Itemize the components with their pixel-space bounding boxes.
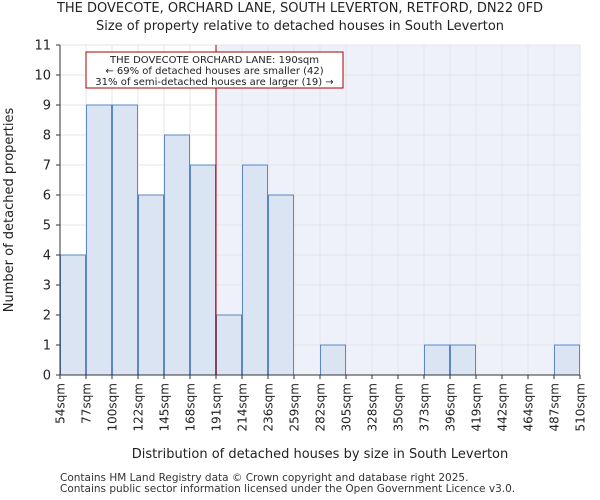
chart-subtitle: Size of property relative to detached ho… (95, 19, 505, 34)
x-tick-label: 373sqm (418, 383, 432, 431)
y-tick-label: 3 (43, 279, 51, 294)
y-tick-label: 1 (43, 339, 51, 354)
y-tick-label: 8 (43, 129, 51, 144)
bar (554, 344, 580, 376)
y-tick-label: 6 (43, 189, 51, 204)
bar (164, 134, 190, 376)
x-tick-label: 350sqm (392, 383, 406, 431)
footer-copyright: Contains HM Land Registry data © Crown c… (60, 472, 469, 484)
x-tick-label: 305sqm (340, 383, 354, 431)
y-tick-label: 2 (43, 309, 51, 324)
x-tick-label: 487sqm (548, 383, 562, 431)
x-tick-label: 259sqm (288, 383, 302, 431)
bar (60, 254, 86, 376)
bar (320, 344, 346, 376)
bar (424, 344, 450, 376)
chart-title: THE DOVECOTE, ORCHARD LANE, SOUTH LEVERT… (56, 1, 544, 16)
y-tick-label: 9 (43, 99, 51, 114)
x-tick-label: 168sqm (184, 383, 198, 431)
x-tick-label: 214sqm (236, 383, 250, 431)
x-tick-label: 191sqm (210, 383, 224, 431)
x-tick-label: 122sqm (132, 383, 146, 431)
x-tick-label: 282sqm (314, 383, 328, 431)
y-tick-label: 4 (43, 249, 51, 264)
x-tick-label: 419sqm (470, 383, 484, 431)
y-axis-label: Number of detached properties (2, 108, 17, 313)
x-tick-label: 442sqm (496, 383, 510, 431)
annotation-line: 31% of semi-detached houses are larger (… (95, 77, 333, 88)
bar (242, 164, 268, 376)
annotation-frame (85, 51, 344, 89)
annotation-line: ← 69% of detached houses are smaller (42… (105, 66, 323, 77)
axes: 0 1 2 3 4 5 6 7 8 9 10 11 54sqm 77sqm 100sqm 122sqm 145s… (34, 39, 587, 432)
x-axis-label: Distribution of detached houses by size … (132, 447, 508, 462)
x-tick-label: 328sqm (366, 383, 380, 431)
y-tick-label: 11 (34, 39, 51, 54)
bar (138, 194, 164, 376)
bar (216, 314, 242, 376)
x-tick-label: 510sqm (574, 383, 588, 431)
bar (112, 104, 138, 376)
annotation-box: THE DOVECOTE ORCHARD LANE: 190sqm← 69% o… (85, 51, 344, 89)
bar (86, 104, 112, 376)
x-tick-label: 145sqm (158, 383, 172, 431)
x-tick-label: 77sqm (80, 383, 94, 424)
annotation-line: THE DOVECOTE ORCHARD LANE: 190sqm (109, 55, 319, 66)
bars (60, 104, 580, 376)
x-tick-label: 464sqm (522, 383, 536, 431)
y-tick-label: 10 (34, 69, 51, 84)
y-tick-label: 5 (43, 219, 51, 234)
y-tick-label: 0 (43, 369, 51, 384)
bar (268, 194, 294, 376)
bar (450, 344, 476, 376)
x-tick-label: 100sqm (106, 383, 120, 431)
y-tick-label: 7 (43, 159, 51, 174)
x-tick-label: 396sqm (444, 383, 458, 431)
bar (190, 164, 216, 376)
footer-licence: Contains public sector information licen… (60, 483, 516, 495)
x-tick-label: 236sqm (262, 383, 276, 431)
x-tick-label: 54sqm (54, 383, 68, 424)
